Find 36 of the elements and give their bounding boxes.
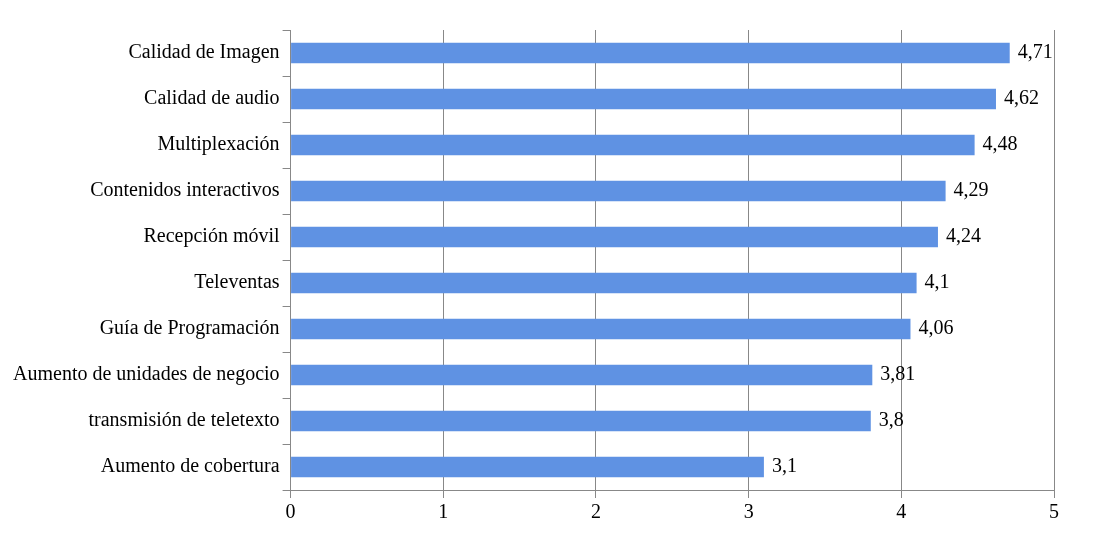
x-tick-label: 4 [896,500,907,523]
y-tick-label: Recepción móvil [143,224,281,248]
bar [291,134,975,156]
data-label: 4,1 [924,270,950,293]
x-tick-label: 1 [438,500,449,523]
bar [291,318,911,340]
data-label: 4,06 [918,316,954,339]
x-tick-label: 3 [743,500,754,523]
data-label: 4,62 [1003,86,1039,109]
data-label: 3,1 [771,454,797,477]
data-label: 3,8 [878,408,904,431]
x-tick-label: 5 [1049,500,1059,523]
bar [291,88,996,110]
bar [291,410,871,432]
x-tick-label: 0 [285,500,296,523]
y-tick-label: Televentas [194,270,280,293]
y-tick-label: Calidad de audio [144,86,280,109]
bar [291,364,873,386]
bar [291,180,946,202]
x-tick-label: 2 [590,500,601,523]
data-label: 4,29 [953,178,989,201]
y-tick-label: transmisión de teletexto [88,408,280,431]
data-label: 4,24 [945,224,981,247]
data-label: 4,48 [982,132,1018,155]
bar [291,456,764,478]
bar [291,272,917,294]
y-tick-label: Aumento de unidades de negocio [13,362,280,386]
y-tick-label: Calidad de Imagen [128,40,280,64]
y-tick-label: Aumento de cobertura [100,454,280,477]
data-label: 3,81 [880,362,916,385]
y-tick-label: Multiplexación [157,132,280,156]
bar [291,42,1010,64]
y-tick-label: Guía de Programación [99,316,280,340]
bar [291,226,938,248]
y-tick-label: Contenidos interactivos [90,178,280,201]
data-label: 4,71 [1017,40,1053,63]
